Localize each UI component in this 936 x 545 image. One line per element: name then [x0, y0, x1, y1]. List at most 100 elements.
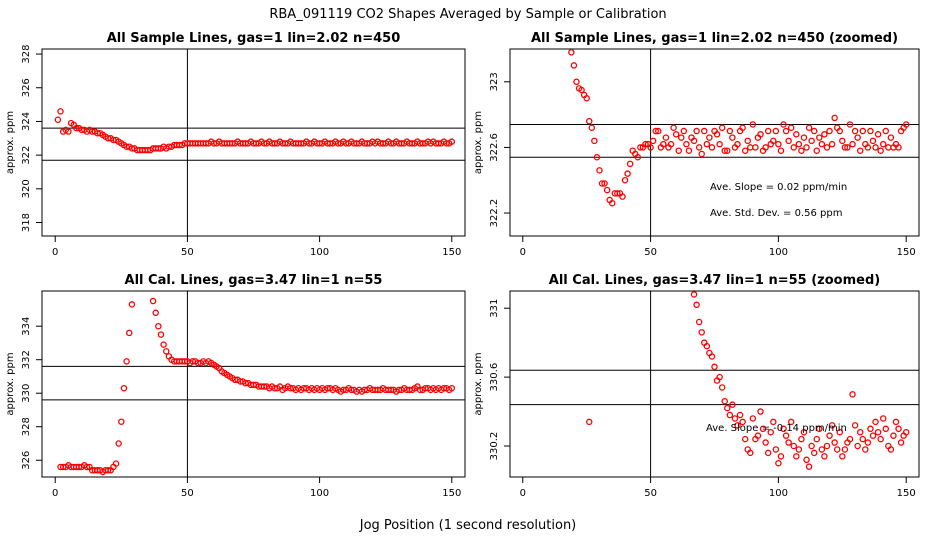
data-point [803, 456, 810, 464]
data-point [790, 144, 797, 151]
data-point [836, 428, 844, 436]
data-point [734, 140, 741, 148]
data-point [593, 154, 601, 161]
data-point [879, 140, 887, 148]
panel-3: All Cal. Lines, gas=3.47 lin=1 n=55 0 50 10… [5, 273, 466, 499]
data-point [844, 144, 851, 151]
data-point [841, 144, 849, 151]
y-tick-label: 330.6 [489, 363, 500, 392]
data-point [160, 341, 167, 348]
data-point [647, 144, 654, 151]
data-point [125, 329, 133, 337]
data-point [856, 147, 864, 154]
data-point [892, 418, 900, 426]
data-point [685, 147, 693, 154]
y-tick-label: 323 [489, 72, 500, 91]
data-points [585, 291, 910, 470]
x-tick-label: 150 [442, 247, 461, 258]
data-point [573, 78, 580, 86]
annotation: Ave. Slope = 0.02 ppm/min [710, 182, 847, 193]
data-point [662, 134, 670, 141]
data-point [721, 147, 728, 154]
data-point [780, 121, 787, 128]
y-tick-label: 320 [21, 179, 32, 198]
x-tick-label: 50 [181, 247, 194, 258]
x-axis-label: Jog Position (1 second resolution) [359, 518, 577, 533]
x-tick-label: 100 [769, 488, 788, 499]
y-tick-label: 330.2 [489, 432, 500, 461]
data-point [708, 353, 716, 360]
data-point [851, 422, 859, 429]
x-tick-label: 100 [769, 247, 788, 258]
data-point [568, 49, 575, 56]
data-point [897, 439, 905, 446]
data-point [800, 428, 808, 436]
x-tick-label: 50 [644, 488, 657, 499]
x-tick-label: 0 [52, 488, 58, 499]
data-point [836, 127, 844, 135]
data-point [854, 442, 861, 450]
data-point [603, 186, 611, 194]
data-point [163, 348, 170, 355]
data-point [762, 439, 769, 446]
data-point [895, 425, 902, 433]
data-point [867, 127, 874, 135]
data-point [726, 127, 734, 135]
data-point [882, 127, 890, 135]
y-tick-label: 322.6 [489, 133, 500, 162]
data-point [621, 176, 629, 184]
data-point [780, 425, 787, 433]
data-point [826, 432, 833, 439]
panel-4: All Cal. Lines, gas=3.47 lin=1 n=55 (zoo… [473, 273, 920, 499]
data-point [867, 425, 874, 433]
data-point [672, 131, 680, 138]
data-point [795, 140, 803, 148]
figure-title: RBA_091119 CO2 Shapes Averaged by Sample… [269, 7, 666, 22]
data-point [690, 137, 698, 145]
data-point [152, 309, 159, 317]
data-point [856, 428, 864, 436]
data-point [764, 127, 772, 135]
plot-frame [41, 48, 466, 237]
x-tick-label: 100 [310, 488, 329, 499]
data-point [902, 428, 910, 436]
data-point [798, 435, 805, 443]
data-point [448, 138, 456, 145]
data-point [777, 147, 785, 154]
data-point [585, 418, 593, 426]
data-point [104, 467, 112, 474]
data-point [890, 432, 897, 439]
data-point [895, 144, 902, 151]
y-axis-label: approx. ppm [473, 111, 484, 174]
data-point [711, 363, 718, 371]
x-tick-label: 0 [52, 247, 58, 258]
y-axis-label: approx. ppm [5, 111, 16, 174]
data-point [731, 415, 739, 422]
data-point [775, 459, 782, 467]
data-point [741, 147, 749, 154]
data-point [596, 167, 603, 174]
data-point [849, 140, 856, 148]
data-point [637, 144, 644, 151]
data-point [115, 440, 122, 447]
panels: All Sample Lines, gas=1 lin=2.02 n=450 0 5… [5, 31, 920, 499]
data-point [570, 62, 578, 69]
data-point [777, 453, 785, 460]
data-point [752, 144, 759, 151]
y-tick-label: 334 [21, 317, 32, 336]
data-point [57, 108, 64, 115]
data-point [149, 297, 157, 305]
y-tick-label: 318 [21, 213, 32, 232]
data-point [862, 446, 869, 453]
data-point [877, 147, 884, 154]
data-point [739, 124, 746, 131]
data-point [718, 384, 726, 391]
data-point [609, 199, 616, 207]
data-point [841, 446, 849, 453]
y-tick-label: 328 [21, 45, 32, 64]
data-point [649, 137, 657, 145]
data-points [54, 108, 456, 154]
data-point [816, 425, 823, 433]
data-point [859, 435, 867, 443]
